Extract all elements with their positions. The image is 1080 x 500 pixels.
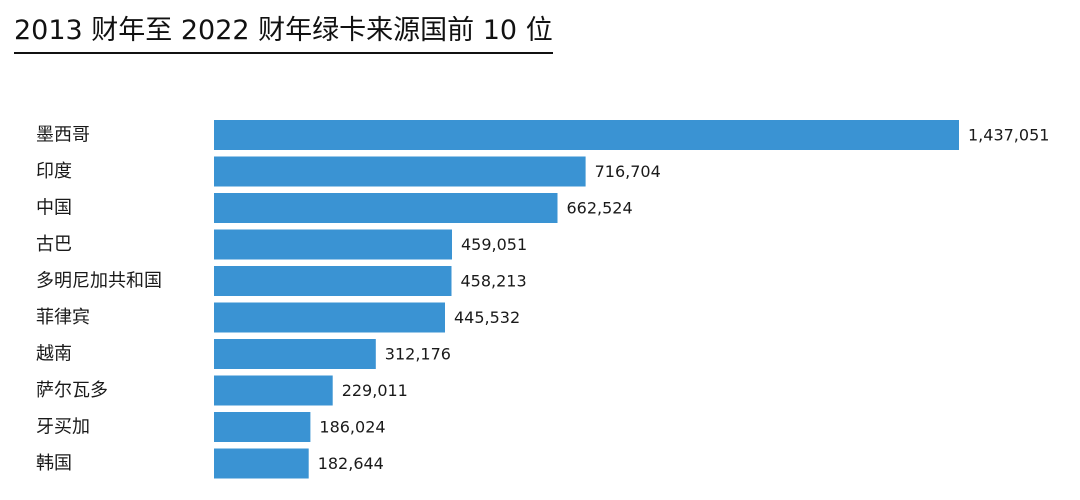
category-label: 韩国 xyxy=(36,453,72,474)
bar xyxy=(214,375,333,406)
bar xyxy=(214,120,959,150)
category-label: 牙买加 xyxy=(36,417,90,438)
bar xyxy=(214,229,452,260)
category-label: 中国 xyxy=(36,198,72,219)
category-label: 古巴 xyxy=(36,234,72,255)
category-label: 印度 xyxy=(36,161,72,182)
bar xyxy=(214,339,376,369)
category-label: 菲律宾 xyxy=(36,307,90,328)
bar xyxy=(214,448,309,479)
bar xyxy=(214,412,311,442)
chart-title-wrap: 2013 财年至 2022 财年绿卡来源国前 10 位 xyxy=(14,12,553,54)
value-label: 186,024 xyxy=(319,418,385,437)
value-label: 182,644 xyxy=(318,454,384,473)
chart-title: 2013 财年至 2022 财年绿卡来源国前 10 位 xyxy=(14,12,553,54)
category-label: 墨西哥 xyxy=(36,125,90,146)
bar xyxy=(214,193,558,223)
category-label: 越南 xyxy=(36,344,72,365)
value-label: 1,437,051 xyxy=(968,126,1049,145)
bar xyxy=(214,302,445,333)
value-label: 716,704 xyxy=(595,162,661,181)
category-label: 萨尔瓦多 xyxy=(36,380,108,401)
value-label: 229,011 xyxy=(342,381,408,400)
bar xyxy=(214,266,452,296)
value-label: 445,532 xyxy=(454,308,520,327)
value-label: 459,051 xyxy=(461,235,527,254)
value-label: 312,176 xyxy=(385,345,451,364)
bar xyxy=(214,156,586,187)
value-label: 662,524 xyxy=(567,199,633,218)
value-label: 458,213 xyxy=(461,272,527,291)
category-label: 多明尼加共和国 xyxy=(36,271,162,292)
